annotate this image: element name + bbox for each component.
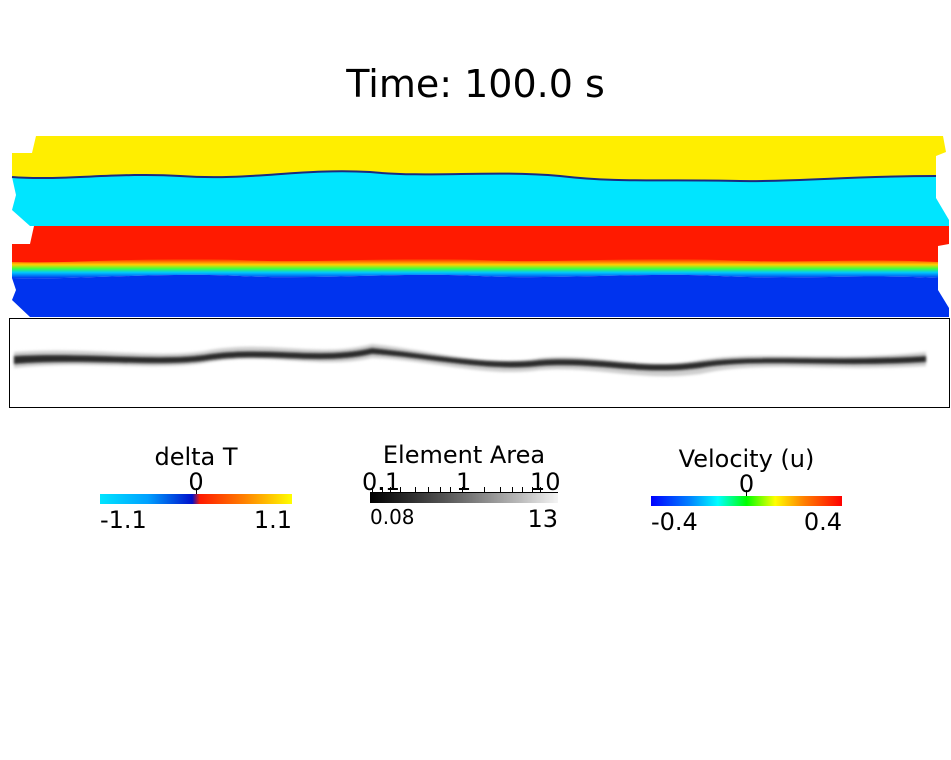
velocity-zero-tick <box>746 490 747 496</box>
velocity-shear-band <box>12 258 938 279</box>
delta-t-cyan-layer <box>12 171 949 226</box>
velocity-mid-label: 0 <box>738 470 755 498</box>
upper-interface-line <box>11 170 937 183</box>
element-area-title: Element Area <box>382 441 546 469</box>
velocity-colorbar: Velocity (u) 0 -0.4 0.4 <box>651 445 842 536</box>
delta-t-zero-tick <box>196 488 197 494</box>
velocity-min-label: -0.4 <box>651 508 698 536</box>
element-area-tick-label-0: 0.1 <box>362 468 401 496</box>
delta-t-colorbar: delta T 0 -1.1 1.1 <box>100 443 292 534</box>
delta-t-gradient <box>100 488 292 504</box>
velocity-red-layer <box>12 226 949 269</box>
element-area-gradient <box>370 487 558 503</box>
velocity-title: Velocity (u) <box>678 445 815 473</box>
delta-t-max-label: 1.1 <box>253 506 292 534</box>
plot-title: Time: 100.0 s <box>346 62 605 106</box>
velocity-blue-layer <box>12 274 949 317</box>
delta-t-min-label: -1.1 <box>100 506 147 534</box>
mesh-core <box>14 348 926 371</box>
simulation-view <box>9 136 950 408</box>
delta-t-title: delta T <box>154 443 238 471</box>
velocity-gradient <box>651 490 842 506</box>
velocity-max-label: 0.4 <box>803 508 842 536</box>
element-area-tick-label-1: 1 <box>456 468 472 496</box>
element-area-min-label: 0.08 <box>370 505 415 529</box>
element-area-colorbar: Element Area 0.1 1 10 0.08 13 <box>362 441 561 533</box>
element-area-tick-label-2: 10 <box>530 468 561 496</box>
delta-t-mid-label: 0 <box>188 468 204 496</box>
delta-t-upper-layer <box>12 136 946 182</box>
element-area-max-label: 13 <box>527 505 558 533</box>
